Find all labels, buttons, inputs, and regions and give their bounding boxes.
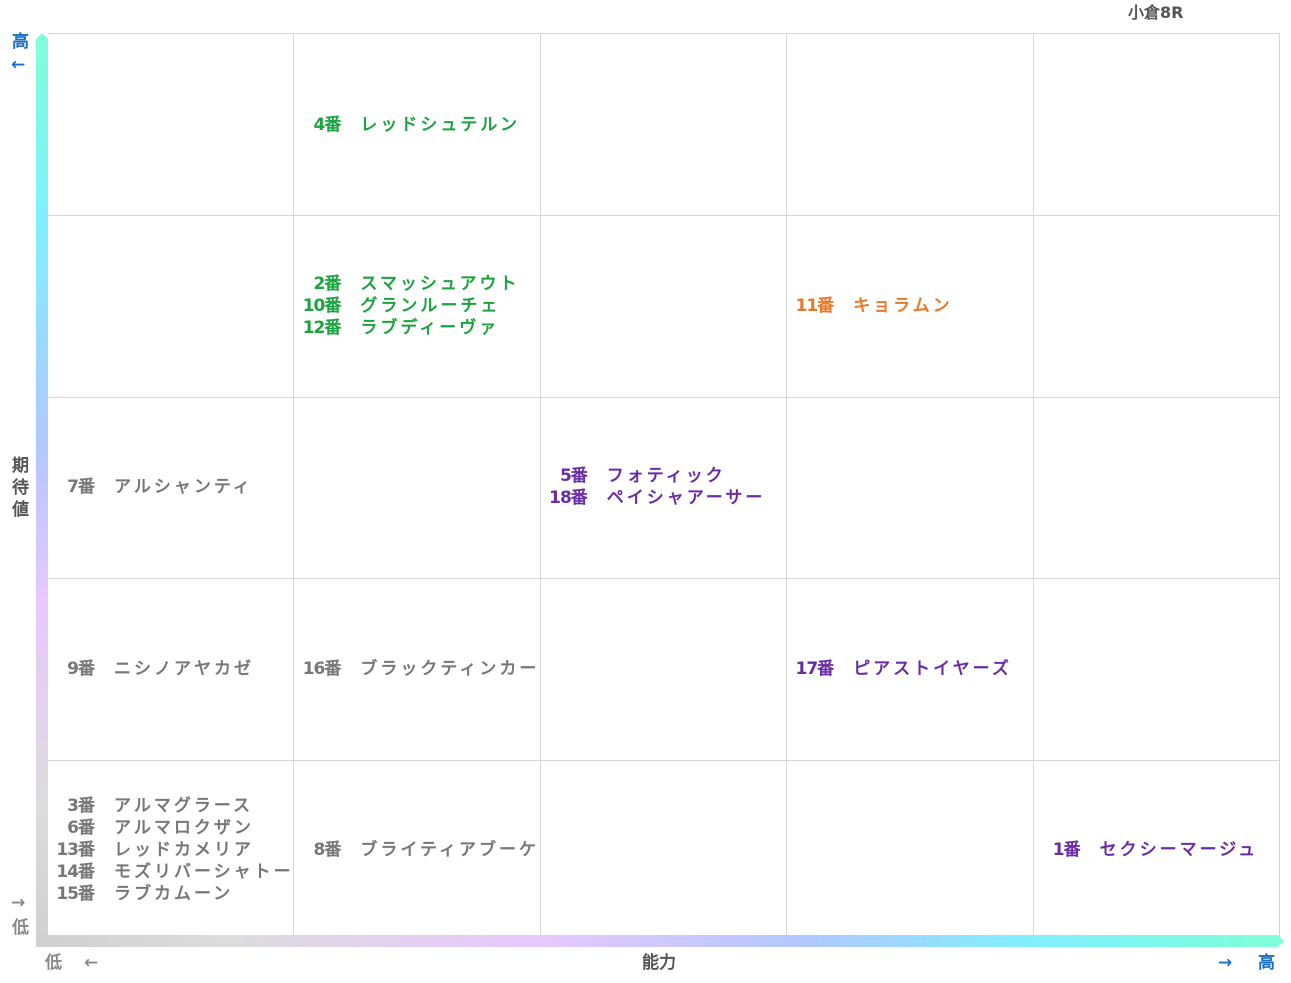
horse-number: 2番 [313,273,342,294]
horse-entry: 12番 ラブディーヴァ [298,317,540,339]
horse-name: アルシャンティ [114,477,253,498]
horse-entry: 8番 ブライティアブーケ [298,839,540,861]
horse-entry: 13番 レッドカメリア [52,839,294,861]
horse-name: ラブディーヴァ [360,317,500,338]
horse-entry: 5番 フォティック [545,465,787,487]
grid-cell: 11番 キョラムン [787,215,1033,396]
horse-entry: 15番 ラブカムーン [52,883,294,905]
y-axis-high-label: 高 [12,32,29,52]
horse-entry: 9番 ニシノアヤカゼ [52,658,294,680]
horse-entry: 17番 ピアストイヤーズ [791,658,1033,680]
horse-number: 10番 [302,295,342,316]
horse-name: レッドカメリア [114,840,254,861]
grid-row-line [48,759,1279,761]
horse-name: アルマグラース [114,796,253,817]
horse-number: 12番 [302,317,342,338]
y-axis-bar [36,33,48,947]
horse-entry: 14番 モズリバーシャトー [52,861,294,883]
grid: 4番 レッドシュテルン 2番 スマッシュアウト 10番 グランルーチェ 12番 ラブディーヴァ… [48,33,1280,940]
y-axis-low-label: 低 [12,918,29,938]
grid-column-line [1032,34,1034,940]
grid-cell: 1番 セクシーマージュ [1034,760,1280,941]
horse-number: 3番 [67,796,95,817]
grid-row-line [48,215,1279,217]
horse-name: アルマロクザン [114,818,254,839]
horse-number: 16番 [302,658,342,679]
x-axis-high-label: 高 [1258,953,1275,973]
horse-name: モズリバーシャトー [114,862,294,883]
horse-entry: 18番 ペイシャアーサー [545,487,787,509]
horse-name: ピアストイヤーズ [853,658,1012,679]
grid-cell: 4番 レッドシュテルン [294,34,540,215]
horse-number: 6番 [67,818,95,839]
y-axis-low-arrow: → [11,893,26,913]
horse-name: セクシーマージュ [1099,840,1259,861]
grid-cell: 5番 フォティック 18番 ペイシャアーサー [541,397,787,578]
horse-number: 7番 [67,477,95,498]
horse-number: 11番 [795,295,835,316]
x-axis-title: 能力 [642,953,676,973]
horse-number: 18番 [549,488,588,509]
grid-row-line [48,578,1279,580]
x-axis-bar [36,935,1284,947]
horse-number: 13番 [56,840,95,861]
horse-name: キョラムン [853,295,953,316]
horse-entry: 16番 ブラックティンカー [298,658,540,680]
horse-entry: 11番 キョラムン [791,295,1033,317]
grid-cell: 7番 アルシャンティ [48,397,294,578]
horse-number: 5番 [559,466,588,487]
grid-cell: 2番 スマッシュアウト 10番 グランルーチェ 12番 ラブディーヴァ [294,215,540,396]
horse-name: ブライティアブーケ [360,840,540,861]
x-axis-low-arrow: ← [84,953,99,973]
grid-cell: 17番 ピアストイヤーズ [787,578,1033,759]
horse-entry: 7番 アルシャンティ [52,476,294,498]
horse-name: ペイシャアーサー [606,488,766,509]
x-axis-high-arrow: → [1218,953,1233,973]
horse-number: 14番 [56,862,95,883]
grid-cell: 8番 ブライティアブーケ [294,760,540,941]
horse-name: ラブカムーン [114,884,234,905]
grid-row-line [48,396,1279,398]
y-axis-title: 期待値 [12,456,29,520]
x-axis-low-label: 低 [45,953,62,973]
grid-cell: 3番 アルマグラース 6番 アルマロクザン 13番 レッドカメリア 14番 モズリバーシャトー… [48,760,294,941]
horse-name: グランルーチェ [360,295,501,316]
horse-number: 17番 [795,658,835,679]
horse-name: ニシノアヤカゼ [114,658,254,679]
horse-entry: 10番 グランルーチェ [298,295,540,317]
grid-cell: 16番 ブラックティンカー [294,578,540,759]
horse-name: スマッシュアウト [360,273,520,294]
horse-number: 8番 [313,840,342,861]
grid-cell: 9番 ニシノアヤカゼ [48,578,294,759]
horse-number: 4番 [313,114,342,135]
horse-name: フォティック [606,466,726,487]
horse-number: 15番 [56,884,95,905]
grid-column-line [293,34,295,940]
grid-column-line [539,34,541,940]
horse-entry: 1番 セクシーマージュ [1038,839,1280,861]
grid-column-line [786,34,788,940]
horse-name: レッドシュテルン [360,114,521,135]
horse-entry: 3番 アルマグラース [52,795,294,817]
chart-title: 小倉8R [1128,3,1184,22]
y-axis-high-arrow: ← [11,55,26,75]
horse-number: 9番 [67,658,95,679]
horse-entry: 2番 スマッシュアウト [298,273,540,295]
horse-name: ブラックティンカー [360,658,540,679]
horse-entry: 6番 アルマロクザン [52,817,294,839]
horse-number: 1番 [1052,840,1081,861]
horse-entry: 4番 レッドシュテルン [298,114,540,136]
